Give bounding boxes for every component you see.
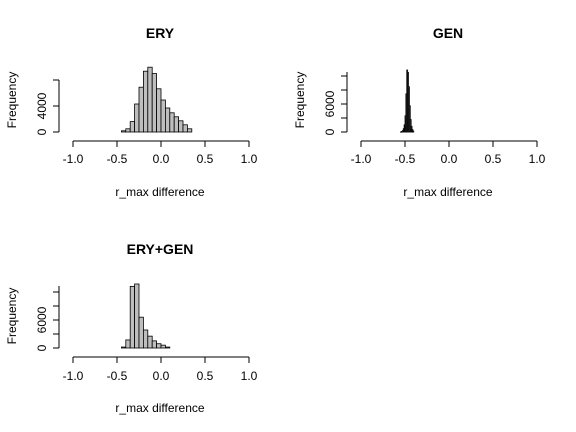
histogram-bars <box>121 283 171 349</box>
histogram-bar <box>160 344 166 349</box>
histogram-bar <box>164 107 171 133</box>
panel-title: ERY+GEN <box>127 241 194 257</box>
histogram-bar <box>186 128 193 133</box>
histogram-bar <box>156 88 162 133</box>
histogram-bar <box>169 112 175 133</box>
y-ticks: 0 6000 <box>323 75 347 135</box>
histogram-bar <box>147 66 153 133</box>
histogram-bar <box>129 121 135 133</box>
x-tick-label: -1.0 <box>351 152 372 166</box>
histogram-bar <box>410 125 413 133</box>
histogram-bar <box>164 346 171 349</box>
histogram-bar <box>142 70 149 133</box>
x-tick-label: 0.0 <box>153 369 170 383</box>
x-axis-label: r_max difference <box>115 185 204 199</box>
x-tick-label: -0.5 <box>107 152 128 166</box>
x-ticks: -1.0 -0.5 0.0 0.5 1.0 <box>351 141 546 166</box>
x-ticks: -1.0 -0.5 0.0 0.5 1.0 <box>63 357 258 383</box>
x-tick-label: 1.0 <box>241 369 258 383</box>
panel-title: ERY <box>146 25 175 41</box>
x-tick-label: 0.0 <box>153 152 170 166</box>
histogram-bar <box>138 86 144 133</box>
y-ticks: 0 4000 <box>35 79 59 135</box>
x-tick-label: 0.5 <box>197 152 214 166</box>
x-tick-label: 0.5 <box>485 152 502 166</box>
histogram-bar <box>142 329 149 349</box>
x-tick-label: 0.5 <box>197 369 214 383</box>
histogram-bar <box>408 105 411 133</box>
histogram-bar <box>151 340 157 349</box>
histogram-bar <box>156 343 162 349</box>
y-axis-label: Frequency <box>5 288 19 345</box>
histogram-bar <box>121 346 127 349</box>
histogram-bar <box>147 335 153 349</box>
histogram-bar <box>138 316 144 349</box>
y-tick-label: 0 <box>35 128 49 135</box>
panel-gen: GEN Frequency r_max difference -1.0 -0.5… <box>293 25 546 199</box>
histogram-bar <box>151 73 157 133</box>
panel-title: GEN <box>433 25 463 41</box>
histogram-bar <box>160 99 166 133</box>
y-tick-label: 6000 <box>323 90 337 117</box>
x-tick-label: -0.5 <box>107 369 128 383</box>
y-tick-label: 0 <box>323 128 337 135</box>
y-axis-label: Frequency <box>5 72 19 129</box>
panel-ery-gen: ERY+GEN Frequency r_max difference -1.0 … <box>5 241 258 415</box>
histogram-bar <box>134 103 140 133</box>
histogram-bar <box>178 120 184 133</box>
x-ticks: -1.0 -0.5 0.0 0.5 1.0 <box>63 141 258 166</box>
y-tick-label: 4000 <box>35 92 49 119</box>
y-tick-label: 6000 <box>35 306 49 333</box>
x-axis-label: r_max difference <box>403 185 492 199</box>
histogram-bar <box>409 119 412 133</box>
x-tick-label: -1.0 <box>63 152 84 166</box>
histogram-bar <box>129 285 135 349</box>
histogram-bar <box>182 124 188 133</box>
histogram-bar <box>134 283 140 349</box>
y-ticks: 0 6000 <box>35 291 59 351</box>
x-tick-label: 1.0 <box>529 152 546 166</box>
x-tick-label: 0.0 <box>441 152 458 166</box>
x-tick-label: -1.0 <box>63 369 84 383</box>
histogram-bars <box>121 66 193 133</box>
histogram-bar <box>125 128 131 133</box>
histogram-bars <box>400 69 415 133</box>
histogram-bar <box>173 116 179 133</box>
histogram-bar <box>121 130 127 133</box>
x-tick-label: 1.0 <box>241 152 258 166</box>
x-tick-label: -0.5 <box>395 152 416 166</box>
y-axis-label: Frequency <box>293 72 307 129</box>
panel-ery: ERY Frequency r_max difference -1.0 -0.5… <box>5 25 258 199</box>
x-axis-label: r_max difference <box>115 401 204 415</box>
histogram-bar <box>412 130 415 133</box>
histogram-bar <box>125 339 131 349</box>
y-tick-label: 0 <box>35 344 49 351</box>
